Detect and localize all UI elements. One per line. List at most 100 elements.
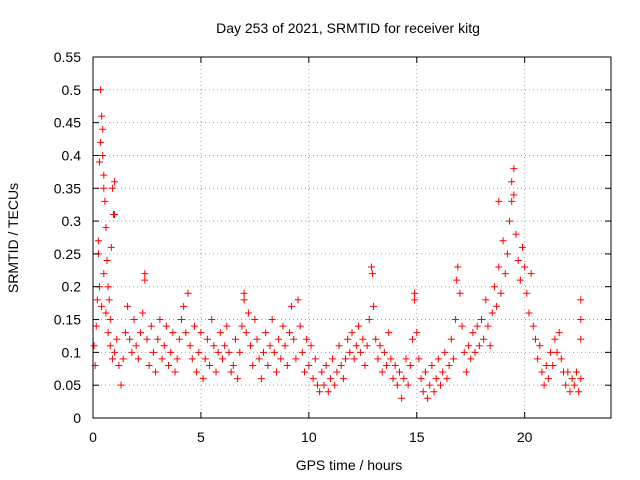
data-point — [363, 342, 371, 350]
data-point — [531, 335, 539, 343]
data-point — [572, 368, 580, 376]
data-point — [391, 361, 399, 369]
data-point — [234, 375, 242, 383]
data-point — [134, 355, 142, 363]
data-point — [99, 151, 107, 159]
data-point — [456, 289, 464, 297]
data-point — [400, 375, 408, 383]
data-point — [333, 368, 341, 376]
data-point — [186, 342, 194, 350]
data-point — [508, 197, 516, 205]
data-point — [413, 329, 421, 337]
data-point — [510, 191, 518, 199]
data-point — [149, 348, 157, 356]
data-point — [244, 309, 252, 317]
data-point — [132, 342, 140, 350]
data-point — [171, 368, 179, 376]
data-point — [100, 184, 108, 192]
data-point — [370, 302, 378, 310]
data-point — [98, 112, 106, 120]
x-tick-label: 0 — [89, 429, 97, 445]
y-tick-label: 0.1 — [62, 344, 82, 360]
data-point — [359, 335, 367, 343]
data-point — [113, 335, 121, 343]
data-point — [305, 361, 313, 369]
data-point — [307, 342, 315, 350]
data-point — [430, 388, 438, 396]
data-point — [447, 335, 455, 343]
y-tick-label: 0 — [73, 410, 81, 426]
data-point — [385, 329, 393, 337]
data-point — [272, 368, 280, 376]
data-point — [100, 171, 108, 179]
data-point — [214, 348, 222, 356]
data-point — [387, 355, 395, 363]
data-point — [495, 197, 503, 205]
data-point — [223, 322, 231, 330]
data-point — [301, 368, 309, 376]
data-point — [383, 361, 391, 369]
data-point — [313, 381, 321, 389]
data-point — [264, 361, 272, 369]
data-point — [419, 388, 427, 396]
data-point — [111, 178, 119, 186]
data-point — [486, 342, 494, 350]
data-point — [564, 368, 572, 376]
y-tick-label: 0.35 — [54, 180, 81, 196]
y-tick-label: 0.3 — [62, 213, 82, 229]
data-point — [398, 394, 406, 402]
data-point — [378, 368, 386, 376]
data-point — [102, 309, 110, 317]
data-point — [255, 355, 263, 363]
data-point — [544, 375, 552, 383]
data-point — [521, 263, 529, 271]
data-point — [292, 355, 300, 363]
data-point — [434, 355, 442, 363]
data-point — [467, 355, 475, 363]
data-point — [165, 361, 173, 369]
chart-title: Day 253 of 2021, SRMTID for receiver kit… — [216, 20, 480, 36]
data-point — [143, 335, 151, 343]
data-point — [534, 355, 542, 363]
data-point — [445, 361, 453, 369]
data-point — [92, 322, 100, 330]
data-point — [501, 270, 509, 278]
data-point — [577, 375, 585, 383]
data-point — [542, 361, 550, 369]
data-point — [547, 348, 555, 356]
data-point — [346, 348, 354, 356]
data-point — [562, 381, 570, 389]
plot-points — [90, 86, 585, 402]
data-point — [499, 237, 507, 245]
data-point — [510, 165, 518, 173]
data-point — [98, 302, 106, 310]
data-point — [290, 335, 298, 343]
data-point — [449, 355, 457, 363]
data-point — [527, 270, 535, 278]
data-point — [352, 342, 360, 350]
data-point — [342, 355, 350, 363]
data-point — [424, 394, 432, 402]
data-point — [411, 296, 419, 304]
data-point — [184, 289, 192, 297]
data-point — [141, 276, 149, 284]
data-point — [350, 355, 358, 363]
data-point — [173, 355, 181, 363]
data-point — [478, 316, 485, 324]
data-point — [162, 322, 170, 330]
data-point — [471, 348, 479, 356]
data-point — [141, 270, 149, 278]
data-point — [285, 329, 293, 337]
data-point — [551, 335, 559, 343]
data-point — [495, 263, 503, 271]
data-point — [557, 355, 565, 363]
data-point — [104, 283, 112, 291]
data-point — [324, 388, 332, 396]
data-point — [318, 368, 326, 376]
x-tick-label: 5 — [197, 429, 205, 445]
data-point — [167, 348, 175, 356]
y-tick-label: 0.55 — [54, 49, 81, 65]
data-point — [335, 342, 343, 350]
data-point — [488, 309, 496, 317]
data-point — [436, 381, 444, 389]
